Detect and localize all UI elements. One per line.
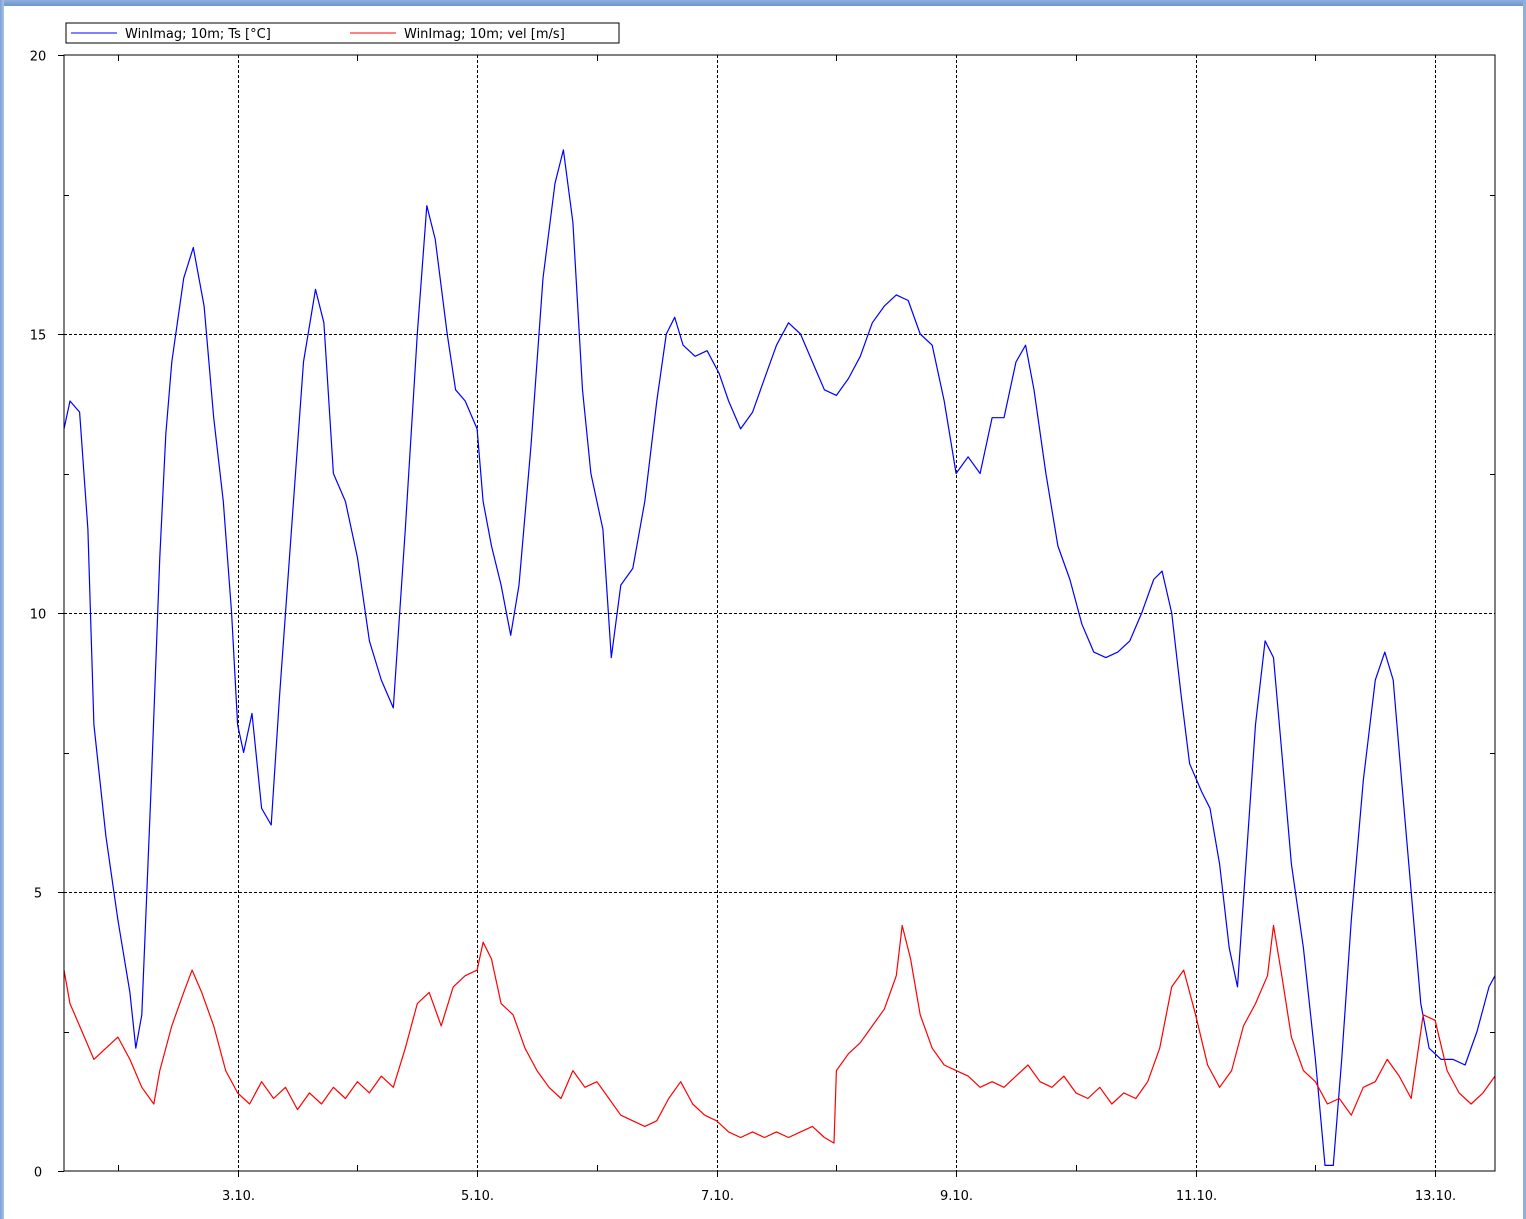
x-tick-label: 5.10.: [461, 1189, 494, 1204]
legend-box: [65, 22, 620, 44]
y-tick-label: 5: [34, 887, 42, 902]
window-left-border: [0, 0, 4, 1219]
legend: WinImag; 10m; Ts [°C] WinImag; 10m; vel …: [65, 22, 620, 44]
y-tick-label: 15: [30, 329, 47, 344]
window-right-border: [1523, 0, 1526, 1219]
legend-label-temperature: WinImag; 10m; Ts [°C]: [125, 27, 271, 42]
axis-ticks: 3.10. 5.10. 7.10. 9.10. 11.10. 13.10. 0 5 10 15 20: [30, 50, 1495, 1204]
x-tick-label: 3.10.: [222, 1189, 255, 1204]
series-line-temperature: [63, 149, 1496, 1167]
x-tick-label: 7.10.: [701, 1189, 734, 1204]
x-tick-label: 11.10.: [1176, 1189, 1217, 1204]
y-tick-label: 0: [34, 1166, 42, 1181]
window-top-border: [0, 0, 1526, 6]
y-tick-label: 10: [30, 608, 47, 623]
legend-label-velocity: WinImag; 10m; vel [m/s]: [404, 27, 565, 42]
x-tick-label: 13.10.: [1415, 1189, 1456, 1204]
x-tick-label: 9.10.: [940, 1189, 973, 1204]
chart-grid: [64, 55, 1495, 1171]
series-line-velocity: [63, 924, 1496, 1144]
y-tick-label: 20: [30, 50, 47, 65]
series-layer: [63, 149, 1496, 1167]
